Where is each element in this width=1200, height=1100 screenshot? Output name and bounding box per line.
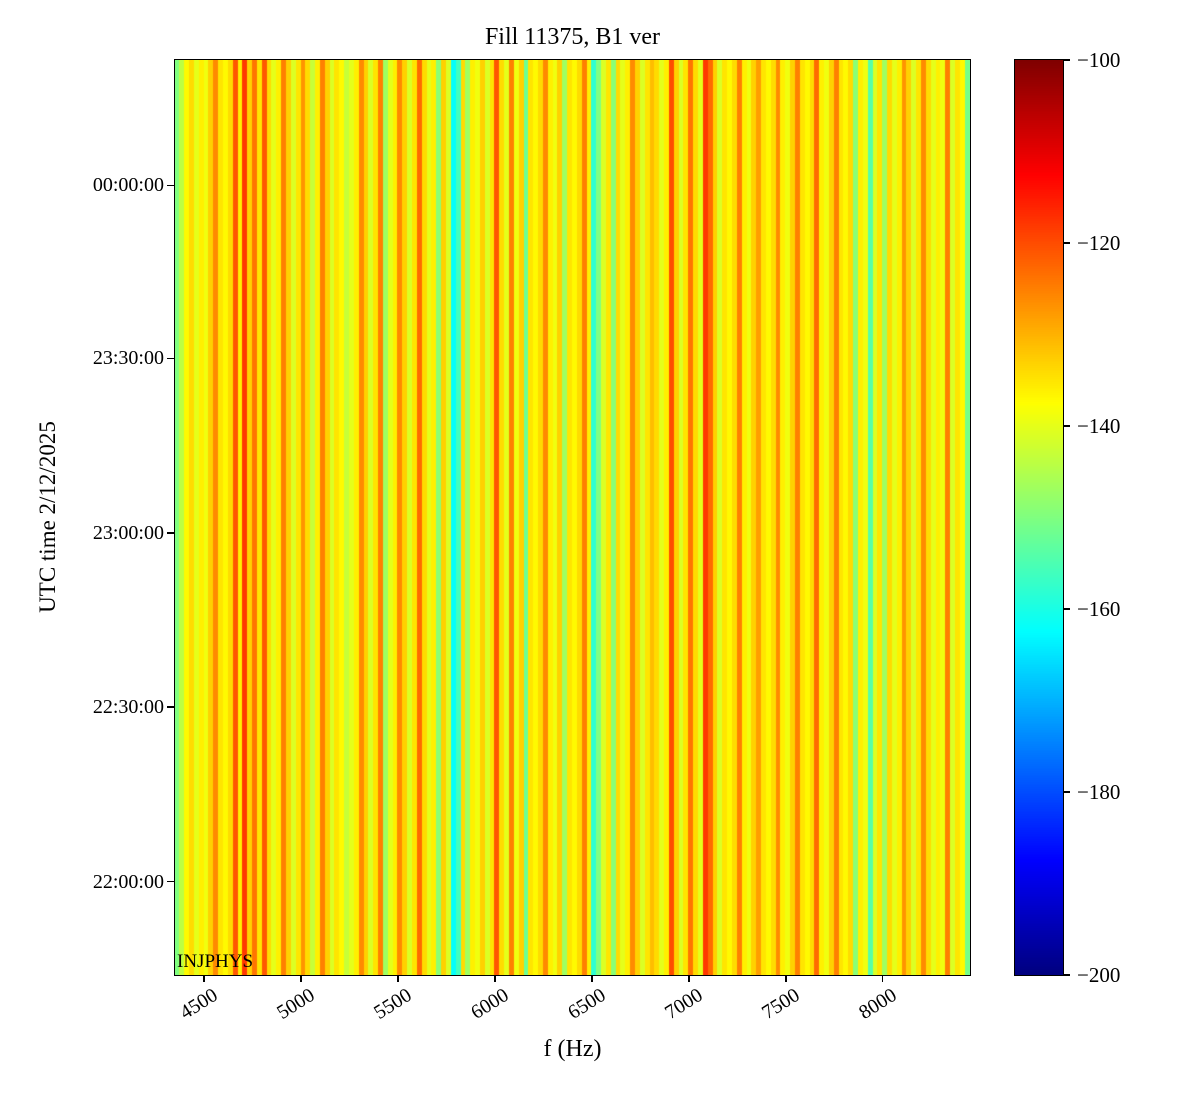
colorbar-tick-label: −160 (1077, 597, 1121, 621)
colorbar-tick-label: −180 (1077, 780, 1121, 804)
x-tick-label: 5500 (370, 984, 416, 1024)
x-tick-label: 7500 (757, 984, 804, 1024)
y-tick-mark (167, 532, 174, 534)
x-tick-mark (785, 975, 787, 982)
colorbar-tick-label: −100 (1077, 48, 1121, 72)
x-tick-mark (881, 975, 884, 982)
x-tick-label: 8000 (854, 984, 901, 1024)
colorbar-tick-mark (1063, 608, 1070, 610)
y-tick-label: 23:00:00 (92, 522, 164, 545)
colorbar-tick-label: −120 (1077, 231, 1121, 255)
y-tick-label: 22:30:00 (92, 695, 164, 718)
y-tick-mark (167, 357, 174, 360)
colorbar-tick-mark (1063, 242, 1070, 244)
x-tick-mark (300, 975, 302, 982)
plot-title: Fill 11375, B1 ver (484, 24, 661, 50)
y-tick-mark (167, 184, 174, 187)
y-tick-mark (167, 880, 174, 883)
colorbar-tick-label: −200 (1077, 963, 1121, 987)
colorbar-tick-mark (1063, 791, 1070, 793)
y-tick-mark (167, 706, 174, 708)
y-tick-label: 23:30:00 (92, 347, 164, 370)
x-tick-label: 6000 (467, 984, 513, 1024)
x-tick-mark (591, 975, 593, 982)
x-tick-label: 6500 (563, 984, 610, 1024)
x-tick-mark (203, 975, 205, 982)
x-tick-label: 5000 (273, 984, 319, 1024)
y-tick-label: 00:00:00 (92, 174, 164, 197)
heatmap-canvas (175, 60, 970, 975)
colorbar-tick-mark (1063, 974, 1070, 976)
x-tick-label: 7000 (660, 984, 707, 1024)
x-axis-label: f (Hz) (543, 1036, 602, 1062)
colorbar-tick-label: −140 (1077, 414, 1121, 438)
y-axis-label: UTC time 2/12/2025 (35, 421, 60, 613)
x-tick-mark (397, 975, 399, 982)
y-tick-label: 22:00:00 (92, 870, 164, 893)
annotation-injphys: INJPHYS (177, 951, 254, 972)
colorbar-tick-mark (1063, 59, 1070, 61)
colorbar-canvas (1015, 60, 1063, 975)
colorbar-tick-mark (1063, 425, 1070, 427)
x-tick-mark (494, 975, 496, 982)
x-tick-label: 4500 (176, 984, 222, 1024)
x-tick-mark (688, 975, 690, 982)
